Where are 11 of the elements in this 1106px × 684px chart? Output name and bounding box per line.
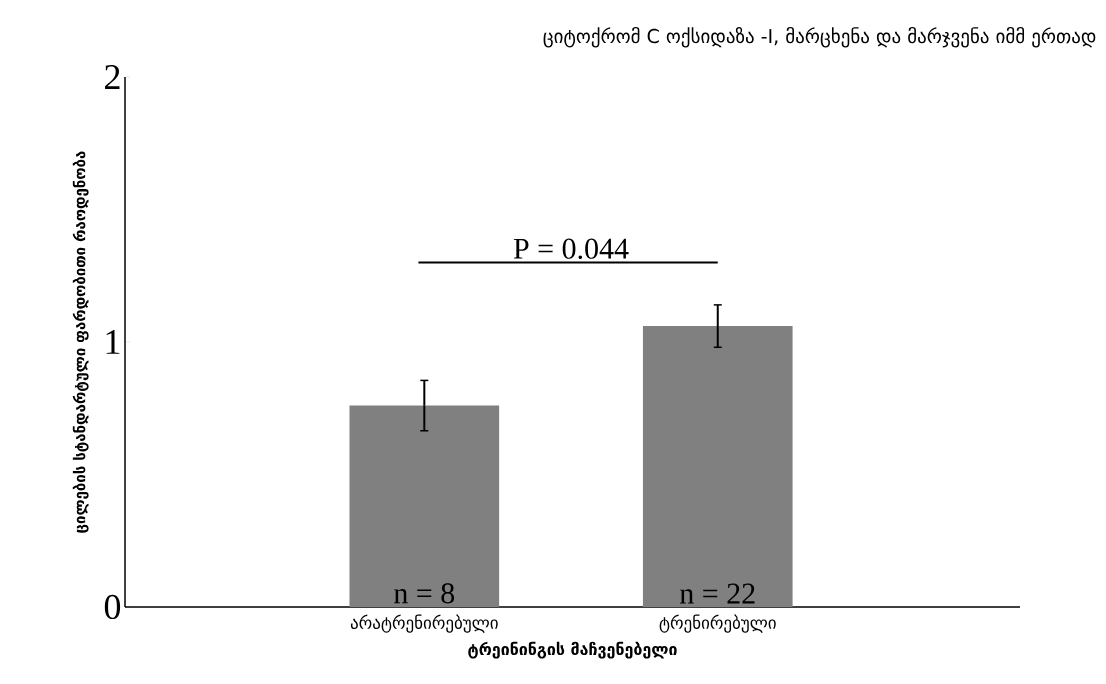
chart-title: ციტოქრომ C ოქსიდაზა -I, მარცხენა და მარჯვენა იმმ ერთად bbox=[543, 27, 1096, 48]
x-axis-title: ტრეინინგის მაჩვენებელი bbox=[468, 641, 677, 659]
y-tick-label: 0 bbox=[104, 594, 121, 620]
annotation: P = 0.044 bbox=[513, 238, 629, 259]
y-tick-label: 1 bbox=[106, 330, 120, 354]
y-axis-title: ცილების სტანდარტული ფარდობითი რაოდენობა bbox=[72, 151, 89, 533]
x-tick-label: არატრენირებული bbox=[350, 614, 498, 633]
x-tick-label: ტრენირებული bbox=[659, 614, 776, 633]
annotation: n = 8 bbox=[394, 583, 455, 604]
y-tick-label: 2 bbox=[105, 65, 120, 89]
annotation: n = 22 bbox=[679, 583, 755, 604]
